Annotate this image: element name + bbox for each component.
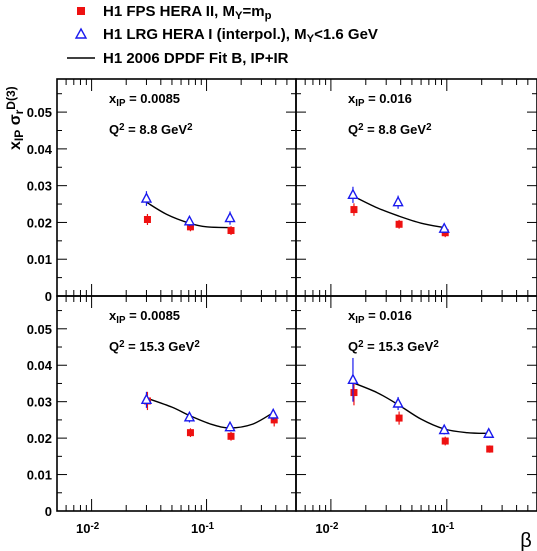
x-tick-label: 10-2 <box>315 521 339 536</box>
panel-xip-label: xIP = 0.016 <box>348 308 412 326</box>
fit-curve <box>352 195 445 229</box>
legend-entry-2: H1 2006 DPDF Fit B, IP+IR <box>67 50 289 67</box>
y-tick-label: 0.02 <box>27 431 52 446</box>
y-tick-label: 0.04 <box>27 142 53 157</box>
lrg-point <box>347 188 359 200</box>
fps-point <box>441 437 449 445</box>
panel-frame <box>295 78 537 297</box>
panel-q2-label: Q2 = 15.3 GeV2 <box>109 339 200 354</box>
panel-frame <box>295 295 537 512</box>
lrg-point <box>392 397 404 408</box>
fps-point <box>186 429 194 437</box>
y-tick-label: 0.03 <box>27 179 52 194</box>
legend-label-2: H1 2006 DPDF Fit B, IP+IR <box>103 50 289 67</box>
panel-0: 0 0.01 0.02 0.03 0.04 0.05 xIP = 0.0085 Q2 = 8.… <box>27 78 297 304</box>
legend-label-1: H1 LRG HERA I (interpol.), MY<1.6 GeV <box>103 26 378 45</box>
x-tick-label: 10-1 <box>191 521 215 536</box>
x-tick-label: 10-1 <box>431 521 455 536</box>
y-tick-label: 0.02 <box>27 215 52 230</box>
lrg-point <box>224 420 236 432</box>
panel-grid: 0 0.01 0.02 0.03 0.04 0.05 xIP = 0.0085 Q2 = 8.… <box>27 78 537 519</box>
y-tick-label: 0.05 <box>27 105 52 120</box>
lrg-point <box>183 214 196 226</box>
lrg-point <box>392 195 404 207</box>
y-tick-label: 0.04 <box>27 358 53 373</box>
panel-3: xIP = 0.016 Q2 = 15.3 GeV2 <box>295 295 537 512</box>
panel-q2-label: Q2 = 15.3 GeV2 <box>348 339 439 354</box>
lrg-point <box>438 222 450 233</box>
panel-q2-label: Q2 = 8.8 GeV2 <box>348 122 432 137</box>
fps-point <box>186 223 194 231</box>
fit-curve <box>146 397 274 429</box>
legend: H1 FPS HERA II, MY=mp H1 LRG HERA I (inte… <box>67 3 378 67</box>
legend-marker-fps <box>77 7 85 15</box>
fps-point <box>227 432 235 440</box>
legend-label-0: H1 FPS HERA II, MY=mp <box>103 3 272 22</box>
x-axis-label: β <box>520 530 532 551</box>
y-axis-label: xIP σrD(3) <box>4 86 26 150</box>
y-axis-label-text: xIP σrD(3) <box>4 86 26 150</box>
legend-entry-0: H1 FPS HERA II, MY=mp <box>77 3 272 22</box>
y-tick-label: 0 <box>45 289 52 304</box>
legend-marker-lrg <box>74 27 88 39</box>
fps-point <box>270 416 278 424</box>
lrg-point <box>140 192 153 203</box>
panel-xip-label: xIP = 0.0085 <box>109 91 180 109</box>
panel-2: 0 0.01 0.02 0.03 0.04 0.05 xIP = 0.0085 Q2 = 15… <box>27 295 297 519</box>
y-tick-label: 0.01 <box>27 252 52 267</box>
fps-point <box>395 414 403 422</box>
panel-xip-label: xIP = 0.0085 <box>109 308 180 326</box>
fps-point <box>486 445 494 453</box>
panel-frame <box>56 78 297 297</box>
lrg-point <box>224 211 236 223</box>
x-tick-labels: 10-2 10-1 10-2 10-1 <box>76 521 455 536</box>
y-tick-label: 0.01 <box>27 468 52 483</box>
panel-1: xIP = 0.016 Q2 = 8.8 GeV2 <box>295 78 537 297</box>
y-tick-label: 0.03 <box>27 395 52 410</box>
panel-xip-label: xIP = 0.016 <box>348 91 412 109</box>
fit-curve <box>352 382 489 435</box>
lrg-point <box>140 393 153 405</box>
fps-point <box>350 389 358 397</box>
y-tick-label: 0.05 <box>27 322 52 337</box>
legend-entry-1: H1 LRG HERA I (interpol.), MY<1.6 GeV <box>74 26 378 45</box>
y-tick-label: 0 <box>45 504 52 519</box>
lrg-point <box>438 423 450 435</box>
panel-q2-label: Q2 = 8.8 GeV2 <box>109 122 193 137</box>
panel-frame <box>56 295 297 512</box>
fps-point <box>350 206 358 214</box>
fps-point <box>227 227 235 235</box>
lrg-point <box>267 407 279 419</box>
lrg-point <box>483 427 495 438</box>
fps-point <box>143 215 151 223</box>
fps-point <box>395 220 403 228</box>
x-tick-label: 10-2 <box>76 521 100 536</box>
lrg-point <box>347 373 359 385</box>
lrg-point <box>183 410 196 422</box>
